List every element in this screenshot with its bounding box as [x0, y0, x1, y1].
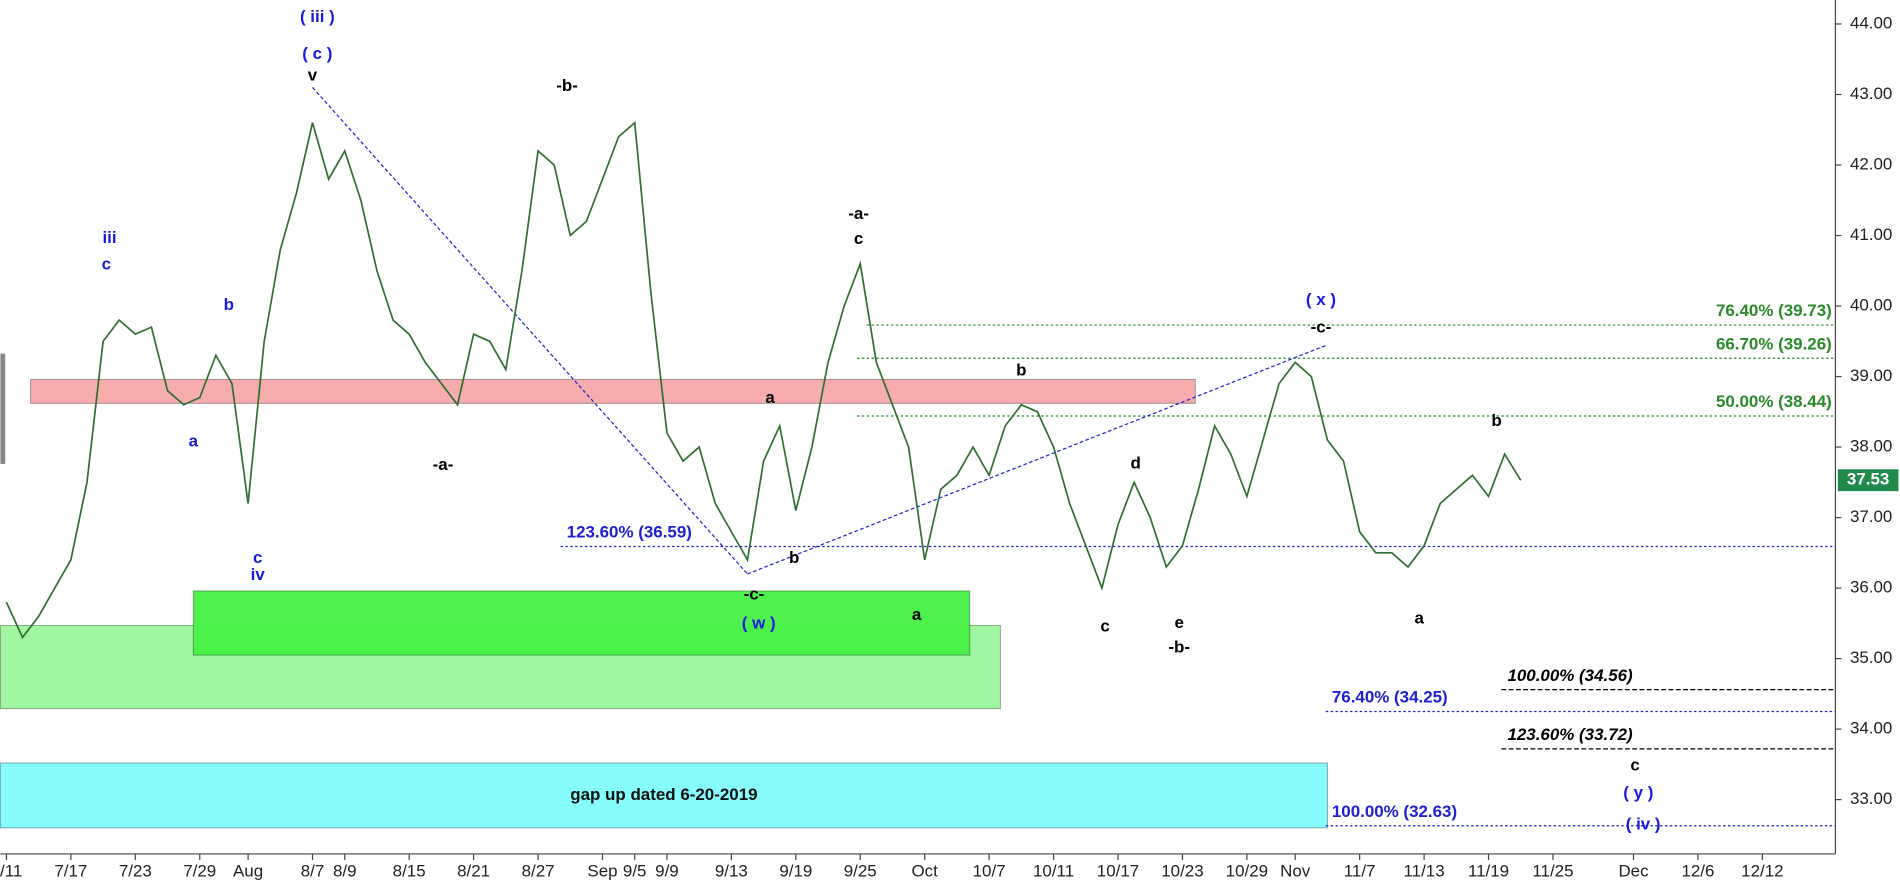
- last-price-label: 37.53: [1847, 470, 1889, 489]
- fib-label: 50.00% (38.44): [1716, 392, 1832, 411]
- fib-label: 100.00% (32.63): [1332, 802, 1457, 821]
- fib-label: 66.70% (39.26): [1716, 334, 1832, 353]
- x-tick-label: Dec: [1618, 862, 1649, 881]
- y-tick-label: 34.00: [1850, 719, 1892, 738]
- price-line: [5, 120, 1522, 640]
- x-tick-label: 8/21: [457, 862, 490, 881]
- x-tick-label: 7/11: [0, 862, 22, 881]
- x-tick-label: Nov: [1280, 862, 1311, 881]
- wave-label: c: [1100, 616, 1109, 635]
- fib-label: 123.60% (36.59): [567, 523, 692, 542]
- x-tick-label: 9/25: [844, 862, 877, 881]
- wave-label: ( x ): [1306, 290, 1336, 309]
- x-tick-label: 10/11: [1033, 862, 1074, 881]
- y-tick-label: 44.00: [1850, 13, 1892, 32]
- wave-label: c: [102, 255, 111, 274]
- x-tick-label: 7/17: [54, 862, 87, 881]
- x-tick-label: 11/7: [1344, 862, 1376, 881]
- fib-label: 100.00% (34.56): [1507, 666, 1633, 685]
- wave-label: a: [765, 388, 775, 407]
- wave-label: ( iv ): [1626, 815, 1661, 834]
- wave-label: -a-: [433, 455, 454, 474]
- zone: [192, 590, 971, 656]
- x-tick-label: 9/13: [715, 862, 748, 881]
- x-tick-label: 7/23: [119, 862, 152, 881]
- x-tick-label: 10/17: [1097, 862, 1139, 881]
- x-tick-label: 11/19: [1468, 862, 1509, 881]
- x-tick-label: 7/29: [183, 862, 216, 881]
- x-tick-label: 8/9: [333, 862, 357, 881]
- y-tick-label: 38.00: [1850, 437, 1892, 456]
- x-tick-label: 10/7: [973, 862, 1006, 881]
- x-tick-label: 9/9: [655, 862, 679, 881]
- fib-label: 76.40% (39.73): [1716, 301, 1832, 320]
- x-tick-label: 12/12: [1741, 862, 1783, 881]
- wave-label: b: [224, 295, 234, 314]
- wave-label: -b-: [556, 76, 578, 95]
- x-tick-label: 10/23: [1161, 862, 1203, 881]
- y-tick-label: 37.00: [1850, 507, 1892, 526]
- y-tick-label: 42.00: [1850, 154, 1892, 173]
- wave-label: iv: [251, 565, 266, 584]
- side-handle: [0, 353, 6, 464]
- x-tick-label: 11/13: [1404, 862, 1445, 881]
- wave-label: ( y ): [1623, 783, 1653, 802]
- fib-label: 123.60% (33.72): [1507, 725, 1633, 744]
- y-tick-label: 33.00: [1850, 789, 1892, 808]
- y-tick-label: 39.00: [1850, 366, 1892, 385]
- y-tick-label: 36.00: [1850, 578, 1892, 597]
- wave-label: -c-: [744, 585, 765, 604]
- wave-label: e: [1175, 613, 1184, 632]
- x-tick-label: 10/29: [1226, 862, 1268, 881]
- zone: [30, 378, 1196, 404]
- wave-label: d: [1131, 453, 1141, 472]
- x-tick-label: 8/15: [393, 862, 426, 881]
- fib-label: 76.40% (34.25): [1332, 688, 1448, 707]
- wave-label: a: [1415, 609, 1425, 628]
- wave-label: -a-: [848, 204, 869, 223]
- last-price-box: [1837, 469, 1899, 492]
- x-tick-label: Aug: [233, 862, 263, 881]
- x-tick-label: Oct: [912, 862, 939, 881]
- wave-label: ( c ): [302, 44, 332, 63]
- zone-label: gap up dated 6-20-2019: [570, 785, 757, 804]
- wave-label: iii: [102, 228, 116, 247]
- wave-label: c: [854, 229, 863, 248]
- wave-label: b: [1016, 360, 1026, 379]
- x-tick-label: Sep: [587, 862, 617, 881]
- zone: [0, 762, 1328, 829]
- wave-label: ( w ): [742, 614, 776, 633]
- wave-label: ( iii ): [300, 7, 335, 26]
- x-tick-label: 11/25: [1532, 862, 1573, 881]
- x-tick-label: 12/6: [1681, 862, 1714, 881]
- x-tick-label: 8/7: [301, 862, 325, 881]
- x-tick-label: 8/27: [522, 862, 555, 881]
- y-tick-label: 41.00: [1850, 225, 1892, 244]
- wave-label: c: [253, 548, 262, 567]
- wave-label: b: [789, 548, 799, 567]
- y-tick-label: 35.00: [1850, 648, 1892, 667]
- x-tick-label: 9/5: [623, 862, 647, 881]
- wave-label: -b-: [1168, 638, 1190, 657]
- x-tick-label: 9/19: [779, 862, 812, 881]
- trendline: [747, 344, 1328, 575]
- wave-label: v: [308, 66, 318, 85]
- wave-label: a: [912, 605, 922, 624]
- wave-label: c: [1630, 755, 1639, 774]
- y-tick-label: 43.00: [1850, 84, 1892, 103]
- y-tick-label: 40.00: [1850, 296, 1892, 315]
- wave-label: a: [189, 432, 199, 451]
- wave-label: b: [1491, 411, 1501, 430]
- wave-label: -c-: [1311, 317, 1332, 336]
